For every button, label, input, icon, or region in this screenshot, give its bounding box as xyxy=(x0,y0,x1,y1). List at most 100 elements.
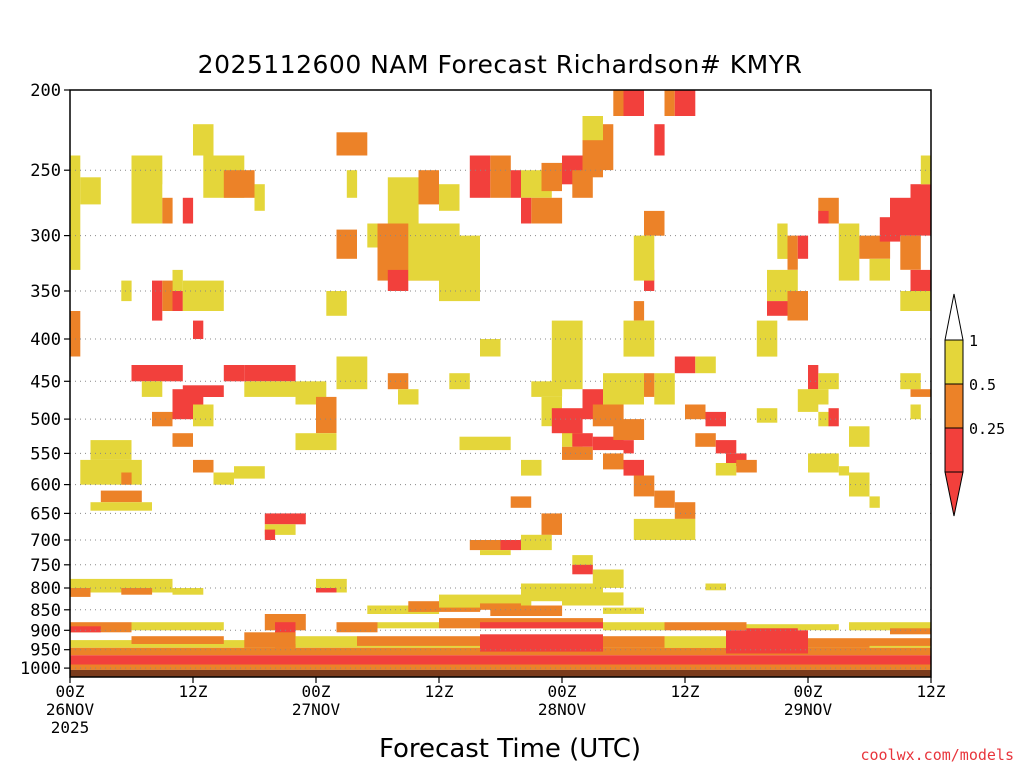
ri-cell-45 xyxy=(346,170,358,198)
ri-cell-195 xyxy=(244,632,296,648)
ri-cell-42 xyxy=(326,291,347,316)
x-tick-label-24-1: 27NOV xyxy=(292,700,341,719)
ri-cell-3 xyxy=(121,280,132,302)
ri-cell-53 xyxy=(387,177,419,224)
ri-cell-168 xyxy=(490,605,563,616)
ri-cell-22 xyxy=(152,411,173,427)
ri-cell-4 xyxy=(131,155,163,224)
ri-cell-149 xyxy=(910,184,931,236)
chart-title: 2025112600 NAM Forecast Richardson# KMYR xyxy=(197,50,803,79)
y-tick-label-200: 200 xyxy=(30,81,61,101)
ri-cell-24 xyxy=(193,404,214,427)
ri-cell-130 xyxy=(797,235,809,259)
ri-cell-108 xyxy=(510,496,532,508)
x-tick-label-12-0: 12Z xyxy=(179,682,208,701)
legend-swatch-1 xyxy=(944,383,964,429)
ri-cell-7 xyxy=(182,197,194,224)
ri-cell-95 xyxy=(603,453,624,470)
ri-cell-134 xyxy=(818,373,839,390)
y-tick-label-300: 300 xyxy=(30,227,61,247)
ri-cell-100 xyxy=(633,518,696,540)
ri-cell-86 xyxy=(531,381,563,397)
ri-cell-94 xyxy=(613,419,645,440)
ri-cell-46 xyxy=(336,229,357,259)
ri-cell-97 xyxy=(633,475,655,497)
ri-cell-17 xyxy=(193,320,204,339)
ri-cell-15 xyxy=(223,170,255,198)
ri-cell-102 xyxy=(623,320,655,357)
ri-cell-44 xyxy=(336,132,368,156)
y-tick-label-350: 350 xyxy=(30,282,61,302)
y-tick-label-850: 850 xyxy=(30,601,61,621)
gridlines xyxy=(70,169,931,669)
ri-cell-31 xyxy=(100,490,142,503)
ri-cell-75 xyxy=(582,116,603,141)
ri-cell-43 xyxy=(336,356,368,390)
ri-cell-76 xyxy=(613,90,624,116)
x-tick-label-0-1: 26NOV xyxy=(46,700,95,719)
ri-cell-21 xyxy=(182,385,224,397)
ri-cell-180 xyxy=(480,622,603,629)
ri-cell-6 xyxy=(152,170,163,185)
ri-cell-34 xyxy=(213,472,234,485)
ri-cell-129 xyxy=(787,235,798,270)
y-axis: 200 250 300 350 400 450 500 550 600 650 700 750 8008… xyxy=(20,81,70,679)
ri-cell-92 xyxy=(592,436,624,451)
ri-cell-159 xyxy=(121,588,153,595)
ri-cell-98 xyxy=(654,490,675,508)
ri-cell-83 xyxy=(551,320,583,390)
ri-cell-25 xyxy=(223,365,245,382)
ri-cell-173 xyxy=(70,626,101,633)
ri-cell-162 xyxy=(316,588,337,593)
ri-cell-110 xyxy=(521,534,552,551)
ri-cell-198 xyxy=(357,636,480,646)
legend-swatch-0 xyxy=(944,339,964,385)
ri-cell-18 xyxy=(131,365,183,382)
ri-cell-126 xyxy=(767,301,788,316)
richardson-cells xyxy=(70,90,932,670)
ri-cell-139 xyxy=(849,472,870,497)
ri-cell-26 xyxy=(244,365,296,382)
ri-cell-99 xyxy=(674,502,696,519)
ri-cell-181 xyxy=(603,622,665,631)
legend-label-0: 1 xyxy=(969,332,978,350)
ri-cell-193 xyxy=(746,628,798,635)
ri-cell-155 xyxy=(910,404,921,420)
ri-cell-38 xyxy=(264,529,276,540)
ri-cell-70 xyxy=(541,162,562,192)
y-tick-label-950: 950 xyxy=(30,641,61,661)
ri-cell-185 xyxy=(890,628,931,635)
ri-cell-59 xyxy=(480,339,501,357)
ri-cell-66 xyxy=(510,170,521,198)
ri-cell-183 xyxy=(746,624,839,631)
ri-cell-191 xyxy=(603,636,665,648)
ri-cell-90 xyxy=(562,446,593,460)
ri-cell-142 xyxy=(818,210,829,224)
ri-cell-163 xyxy=(367,605,440,614)
ri-cell-28 xyxy=(90,440,132,460)
ri-cell-68 xyxy=(521,197,532,224)
y-tick-label-700: 700 xyxy=(30,531,61,551)
ri-cell-122 xyxy=(736,459,757,473)
ri-cell-188 xyxy=(70,655,931,665)
ri-cell-1 xyxy=(70,311,81,357)
ri-cell-81 xyxy=(664,90,675,116)
ri-cell-82 xyxy=(674,90,696,116)
ri-cell-19 xyxy=(141,381,163,397)
ri-cell-13 xyxy=(193,124,214,156)
ri-cell-169 xyxy=(562,592,624,606)
x-tick-label-24-0: 00Z xyxy=(302,682,331,701)
source-link[interactable]: coolwx.com/models xyxy=(860,746,1014,764)
ri-cell-125 xyxy=(756,320,778,357)
legend-label-1: 0.5 xyxy=(969,376,996,394)
ri-cell-65 xyxy=(490,155,511,198)
ri-cell-127 xyxy=(787,291,808,321)
ri-cell-154 xyxy=(910,389,931,397)
ri-cell-140 xyxy=(869,496,880,508)
y-tick-label-750: 750 xyxy=(30,556,61,576)
ground-band xyxy=(70,669,931,677)
ri-cell-136 xyxy=(828,408,839,427)
ri-cell-89 xyxy=(572,433,593,447)
x-tick-label-84-0: 12Z xyxy=(917,682,946,701)
